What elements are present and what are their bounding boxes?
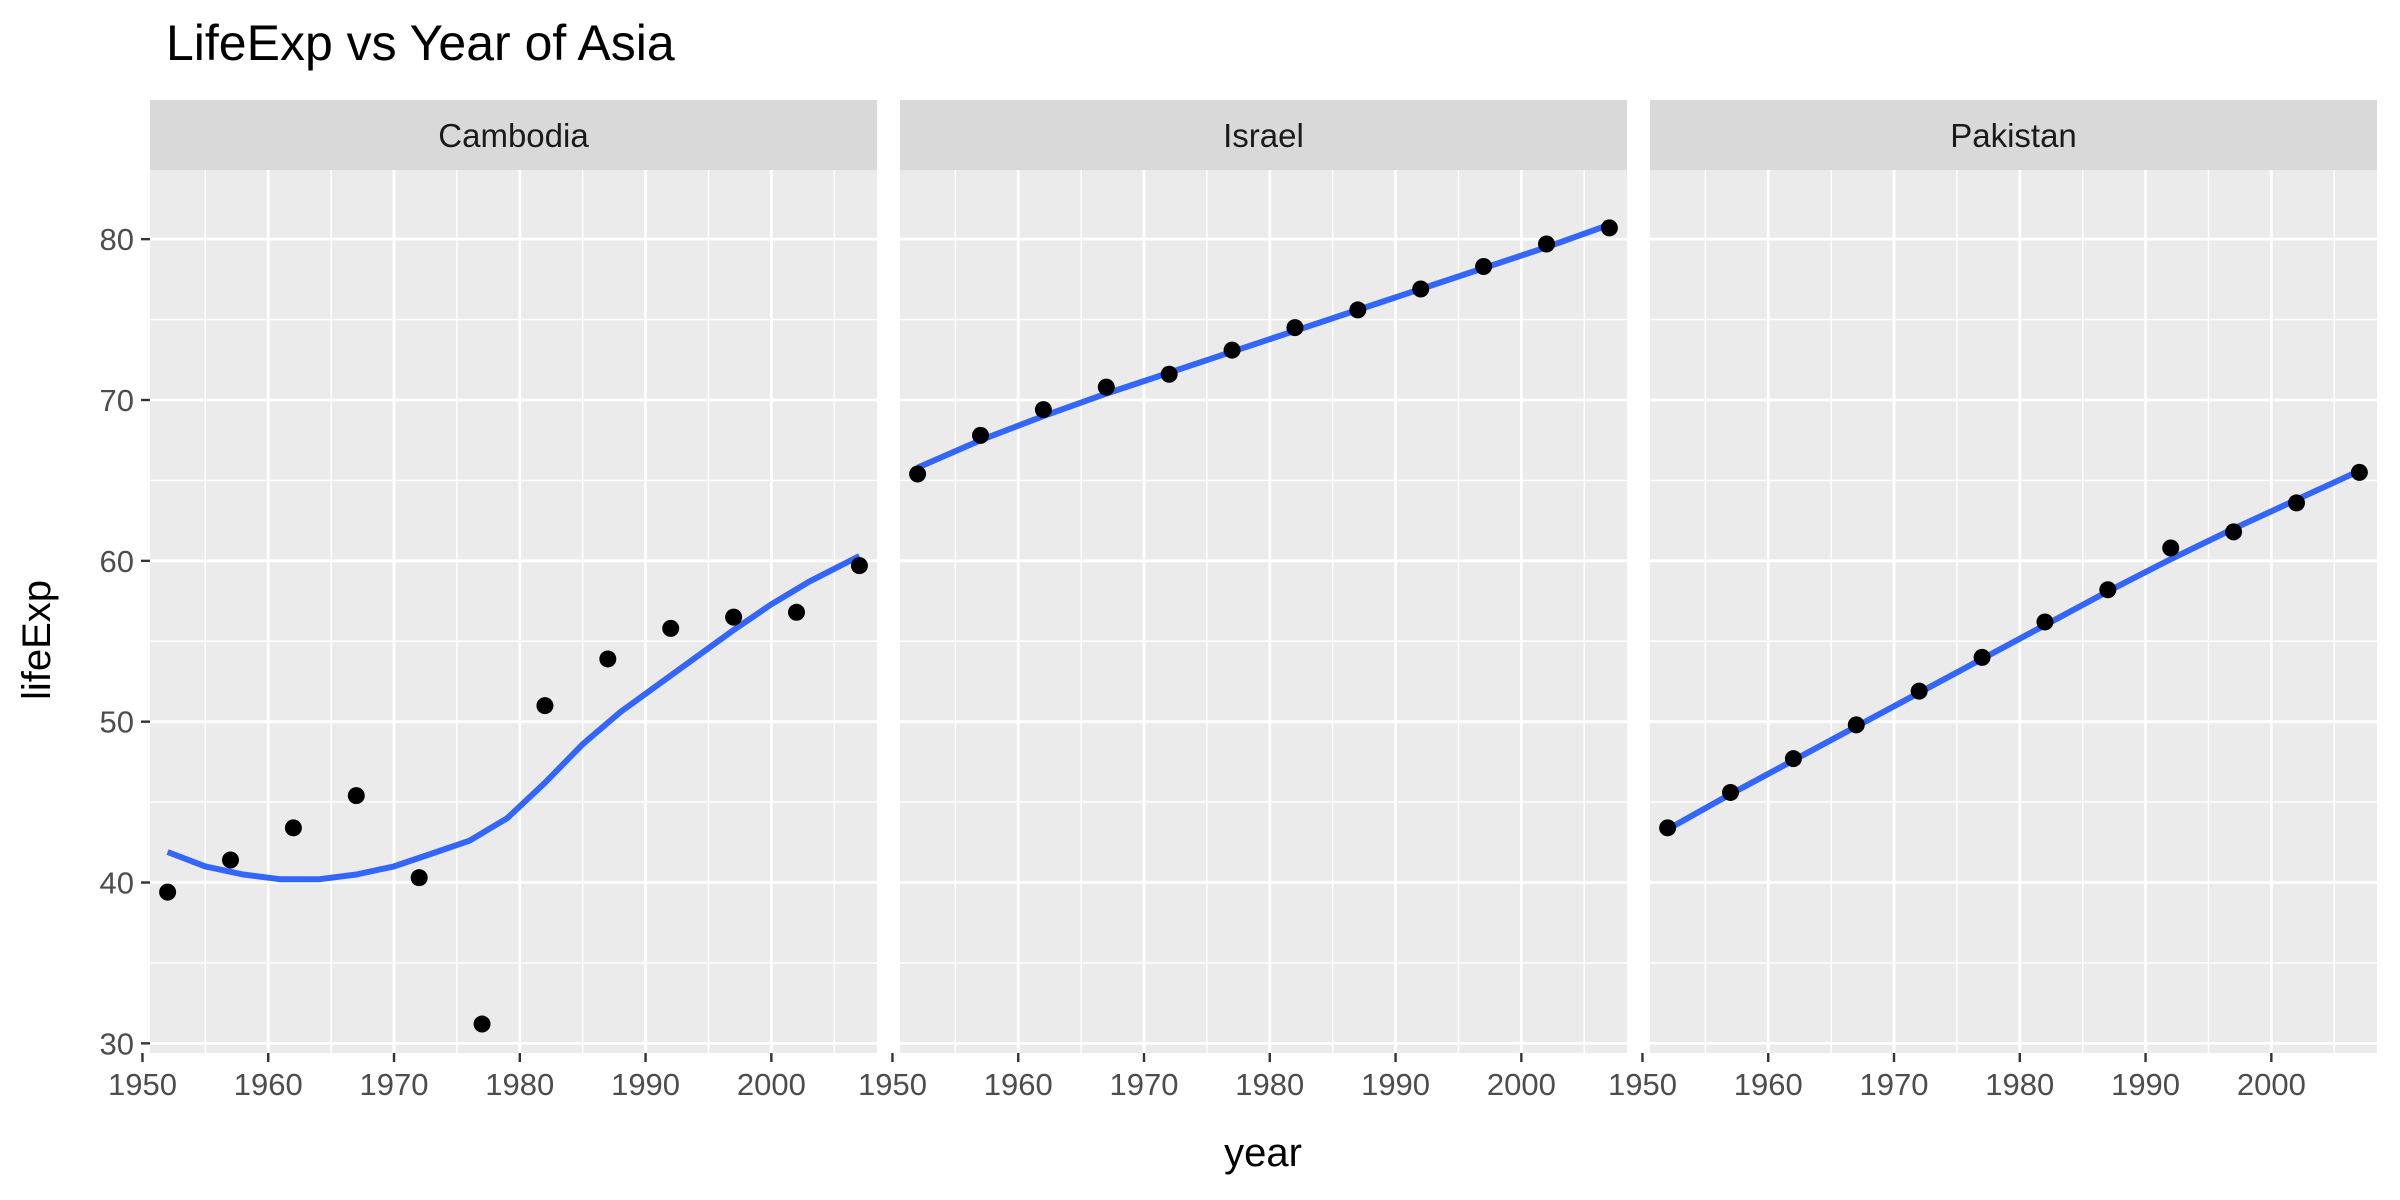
data-point (410, 869, 428, 887)
data-point (1475, 258, 1493, 276)
data-point (2288, 494, 2306, 512)
data-point (1097, 378, 1115, 396)
x-tick-label: 2000 (2237, 1067, 2306, 1102)
x-tick-label: 1950 (858, 1067, 927, 1102)
data-point (473, 1015, 491, 1033)
panel-background (150, 170, 877, 1053)
data-point (725, 608, 743, 626)
data-point (1973, 648, 1991, 666)
y-tick-label: 60 (100, 544, 134, 579)
data-point (1910, 682, 1928, 700)
y-tick-label: 40 (100, 866, 134, 901)
x-tick-label: 1990 (611, 1067, 680, 1102)
x-tick-label: 1980 (485, 1067, 554, 1102)
x-tick-label: 1950 (1608, 1067, 1677, 1102)
data-point (909, 465, 927, 483)
facet-panel-pakistan: Pakistan 1950 1960 1970 1980 1990 2000 (1608, 100, 2377, 1102)
y-tick-label: 50 (100, 705, 134, 740)
x-tick-label: 1960 (1734, 1067, 1803, 1102)
smooth-line (1666, 468, 2361, 833)
data-point (536, 697, 554, 715)
data-point (221, 851, 239, 869)
smooth-line (916, 221, 1611, 471)
data-point (1847, 716, 1865, 734)
x-tick-label: 1970 (1110, 1067, 1179, 1102)
data-point (347, 787, 365, 805)
data-point (1659, 819, 1677, 837)
x-axis-title: year (1224, 1131, 1302, 1175)
data-point (2036, 613, 2054, 631)
data-point (1286, 319, 1304, 337)
x-tick-label: 2000 (1487, 1067, 1556, 1102)
x-tick-label: 1980 (1985, 1067, 2054, 1102)
data-point (599, 650, 617, 668)
data-point (2099, 581, 2117, 599)
data-point (662, 619, 680, 637)
x-tick-label: 1990 (1361, 1067, 1430, 1102)
x-tick-label: 1970 (360, 1067, 429, 1102)
data-point (159, 883, 177, 901)
y-tick-label: 70 (100, 383, 134, 418)
smooth-line (166, 553, 861, 883)
facet-strip (150, 100, 877, 170)
data-point (1538, 235, 1556, 253)
x-tick-label: 1950 (108, 1067, 177, 1102)
data-point (971, 426, 989, 444)
x-tick-label: 1960 (234, 1067, 303, 1102)
x-tick-label: 1990 (2111, 1067, 2180, 1102)
facet-strip (900, 100, 1627, 170)
data-point (1412, 280, 1430, 298)
data-point (1600, 219, 1618, 237)
x-tick-label: 2000 (737, 1067, 806, 1102)
data-point (2350, 463, 2368, 481)
data-point (2162, 539, 2180, 557)
data-point (1721, 783, 1739, 801)
x-tick-label: 1960 (984, 1067, 1053, 1102)
chart-title: LifeExp vs Year of Asia (166, 15, 675, 71)
data-point (2225, 523, 2243, 541)
panel-background (1650, 170, 2377, 1053)
facet-strip (1650, 100, 2377, 170)
x-tick-label: 1980 (1235, 1067, 1304, 1102)
facet-panel-cambodia: Cambodia 1950 1960 1970 1980 1990 2000 30 40 50 60… (100, 100, 877, 1102)
x-tick-label: 1970 (1860, 1067, 1929, 1102)
facets-layer: Cambodia 1950 1960 1970 1980 1990 2000 30 40 50 60… (100, 100, 2377, 1102)
panel-background (900, 170, 1627, 1053)
data-point (284, 819, 302, 837)
facet-strip-label: Cambodia (438, 117, 589, 154)
data-point (788, 603, 806, 621)
data-point (850, 557, 868, 575)
data-point (1034, 401, 1052, 419)
y-tick-label: 30 (100, 1026, 134, 1061)
y-axis-title: lifeExp (15, 580, 59, 700)
facet-panel-israel: Israel 1950 1960 1970 1980 1990 2000 (858, 100, 1627, 1102)
data-point (1223, 341, 1241, 359)
data-point (1349, 301, 1367, 319)
facet-strip-label: Israel (1223, 117, 1304, 154)
data-point (1784, 750, 1802, 768)
data-point (1160, 365, 1178, 383)
y-tick-label: 80 (100, 222, 134, 257)
facet-strip-label: Pakistan (1950, 117, 2077, 154)
